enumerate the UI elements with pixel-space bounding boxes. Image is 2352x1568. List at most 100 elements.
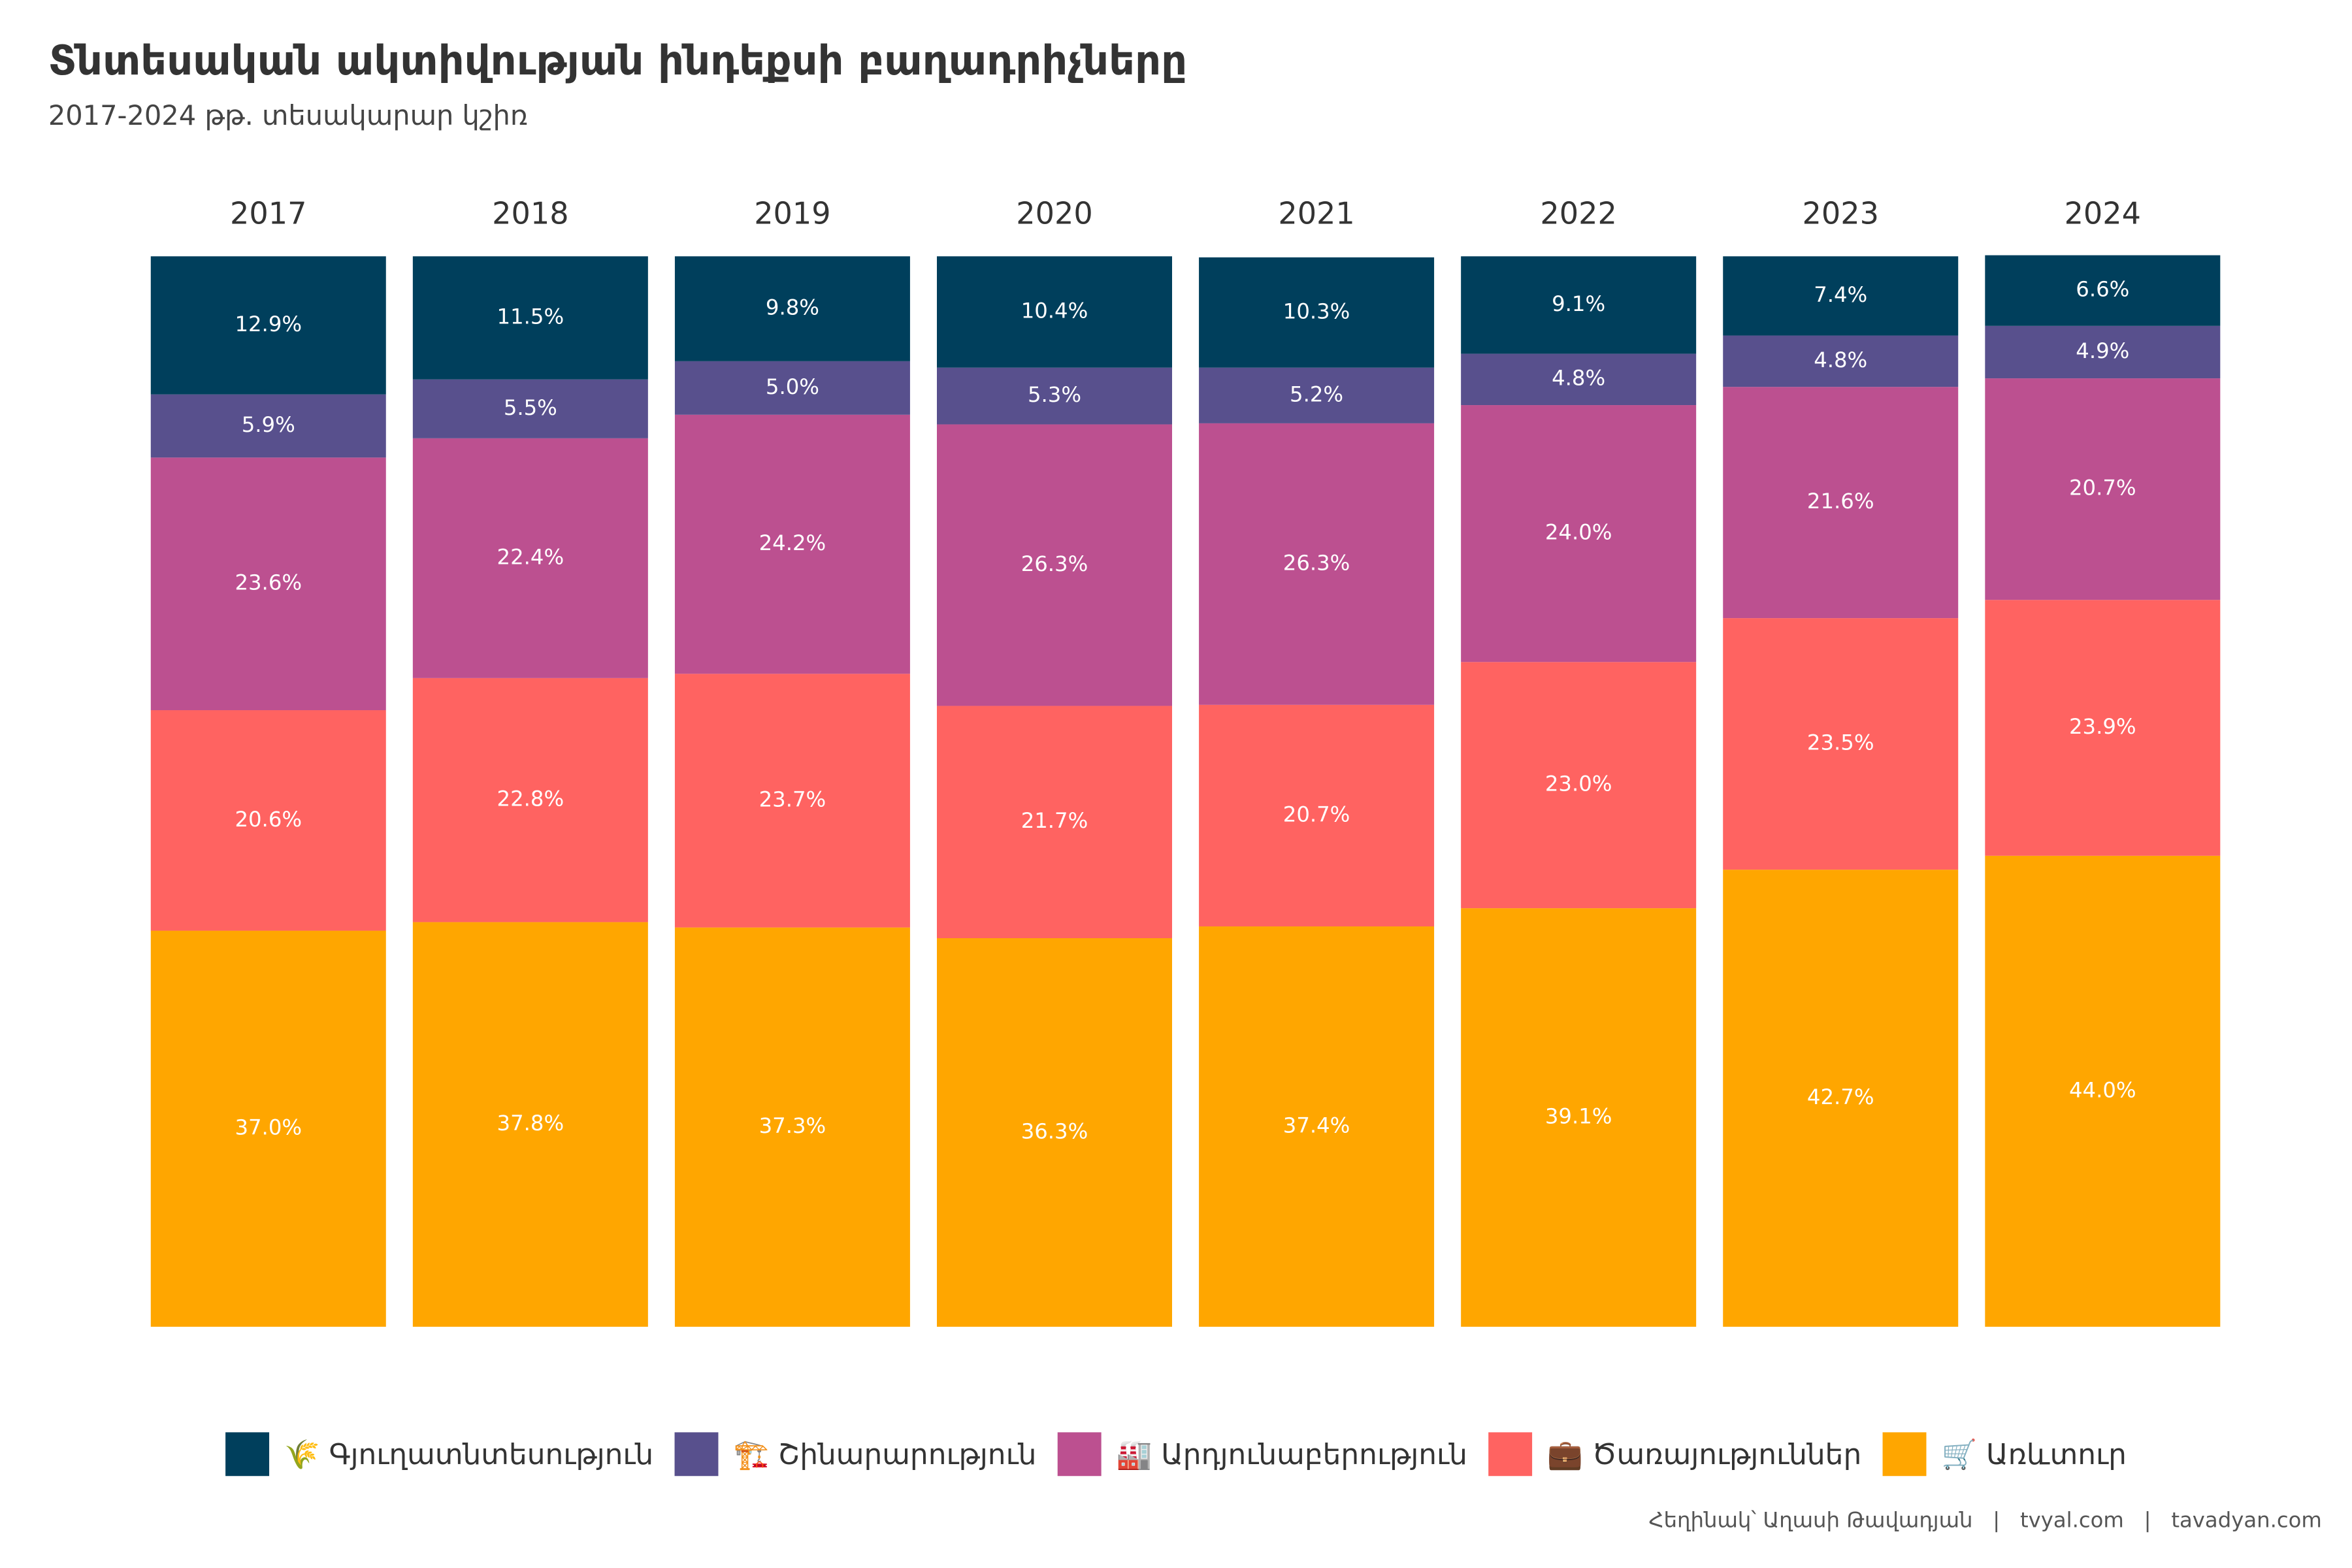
facet-label: 2021 [1278, 196, 1354, 231]
bar-segment [412, 438, 648, 678]
value-label: 4.8% [1814, 348, 1867, 372]
value-label: 7.4% [1814, 282, 1867, 307]
legend-label: 🛒 Առևտուր [1942, 1438, 2127, 1471]
bar-segment [937, 706, 1172, 939]
bar-segment [1461, 353, 1697, 406]
value-label: 4.9% [2076, 338, 2129, 363]
value-label: 23.0% [1545, 772, 1612, 796]
bar-segment [1723, 870, 1959, 1327]
value-label: 21.6% [1807, 489, 1874, 514]
facet-label: 2017 [230, 196, 306, 231]
value-label: 39.1% [1545, 1103, 1612, 1128]
legend-swatch [674, 1432, 719, 1477]
legend-swatch [1488, 1432, 1533, 1477]
bar-segment [1723, 335, 1959, 387]
value-label: 26.3% [1283, 550, 1350, 575]
value-label: 20.7% [1283, 802, 1350, 826]
legend-swatch [225, 1432, 270, 1477]
bar-segment [1985, 600, 2221, 856]
value-label: 44.0% [2069, 1077, 2136, 1102]
bar-segment [1199, 367, 1435, 423]
bar-segment [674, 927, 910, 1327]
bar-segment [1723, 618, 1959, 870]
value-label: 42.7% [1807, 1085, 1874, 1109]
value-label: 36.3% [1021, 1119, 1088, 1143]
value-label: 26.3% [1021, 551, 1088, 576]
bar-segment [412, 922, 648, 1327]
value-label: 5.2% [1290, 382, 1343, 406]
bar-segment [674, 674, 910, 928]
value-label: 5.5% [504, 395, 557, 420]
bar-segment [150, 710, 386, 931]
chart-subtitle: 2017-2024 թթ. տեսակարար կշիռ [48, 99, 528, 131]
bar-segment [1199, 704, 1435, 926]
value-label: 37.0% [235, 1115, 302, 1140]
caption: Հեղինակ՝ Աղասի Թավադյան | tvyal.com | ta… [1648, 1507, 2321, 1532]
bar-segment [674, 256, 910, 361]
bar-segment [150, 457, 386, 711]
value-label: 9.1% [1552, 291, 1605, 316]
bar-segment [1461, 405, 1697, 662]
bar-segment [1723, 256, 1959, 336]
facet-label: 2018 [492, 196, 568, 231]
value-label: 21.7% [1021, 808, 1088, 833]
legend-label: 🏗️ Շինարարություն [734, 1438, 1037, 1471]
facet-label: 2020 [1016, 196, 1092, 231]
bar-segment [1985, 378, 2221, 600]
bar-segment [1723, 387, 1959, 619]
bar-segment [412, 379, 648, 438]
bar-segment [412, 678, 648, 923]
bar-segment [937, 256, 1172, 368]
value-label: 23.9% [2069, 714, 2136, 739]
bar-segment [1985, 855, 2221, 1327]
bar-segment [150, 930, 386, 1327]
chart-title: Տնտեսական ակտիվության ինդեքսի բաղադրիչնե… [48, 37, 1187, 84]
value-label: 12.9% [235, 312, 302, 336]
bar-segment [937, 938, 1172, 1327]
value-label: 24.0% [1545, 520, 1612, 545]
value-label: 5.0% [766, 374, 819, 399]
value-label: 23.7% [759, 787, 826, 811]
facet-label: 2023 [1803, 196, 1879, 231]
value-label: 11.5% [497, 304, 564, 329]
bar-segment [150, 394, 386, 458]
facet-label: 2024 [2065, 196, 2141, 231]
value-label: 37.4% [1283, 1113, 1350, 1137]
bar-segment [1461, 662, 1697, 909]
legend-swatch [1057, 1432, 1102, 1477]
value-label: 6.6% [2076, 277, 2129, 302]
value-label: 22.8% [497, 787, 564, 811]
legend-label: 🏭 Արդյունաբերություն [1117, 1438, 1467, 1471]
bar-segment [1199, 926, 1435, 1327]
value-label: 22.4% [497, 544, 564, 569]
bar-segment [150, 256, 386, 395]
value-label: 5.9% [242, 412, 295, 437]
value-label: 4.8% [1552, 366, 1605, 391]
value-label: 23.5% [1807, 730, 1874, 755]
value-label: 23.6% [235, 570, 302, 595]
legend-label: 🌾 Գյուղատնտեսություն [284, 1438, 653, 1471]
value-label: 24.2% [759, 531, 826, 555]
bar-segment [1199, 257, 1435, 368]
bar-segment [674, 361, 910, 415]
bar-segment [1199, 423, 1435, 705]
bar-segment [674, 414, 910, 674]
value-label: 10.3% [1283, 299, 1350, 323]
legend-label: 💼 Ծառայություններ [1547, 1438, 1861, 1471]
value-label: 9.8% [766, 295, 819, 320]
value-label: 20.7% [2069, 476, 2136, 500]
value-label: 10.4% [1021, 299, 1088, 323]
bar-segment [1985, 255, 2221, 326]
bar-segment [937, 367, 1172, 425]
bar-segment [1461, 256, 1697, 354]
value-label: 20.6% [235, 807, 302, 832]
value-label: 5.3% [1028, 382, 1081, 407]
value-label: 37.3% [759, 1113, 826, 1138]
facet-label: 2022 [1540, 196, 1616, 231]
legend-swatch [1882, 1432, 1927, 1477]
bar-segment [937, 424, 1172, 706]
value-label: 37.8% [497, 1111, 564, 1135]
bar-segment [1985, 325, 2221, 379]
